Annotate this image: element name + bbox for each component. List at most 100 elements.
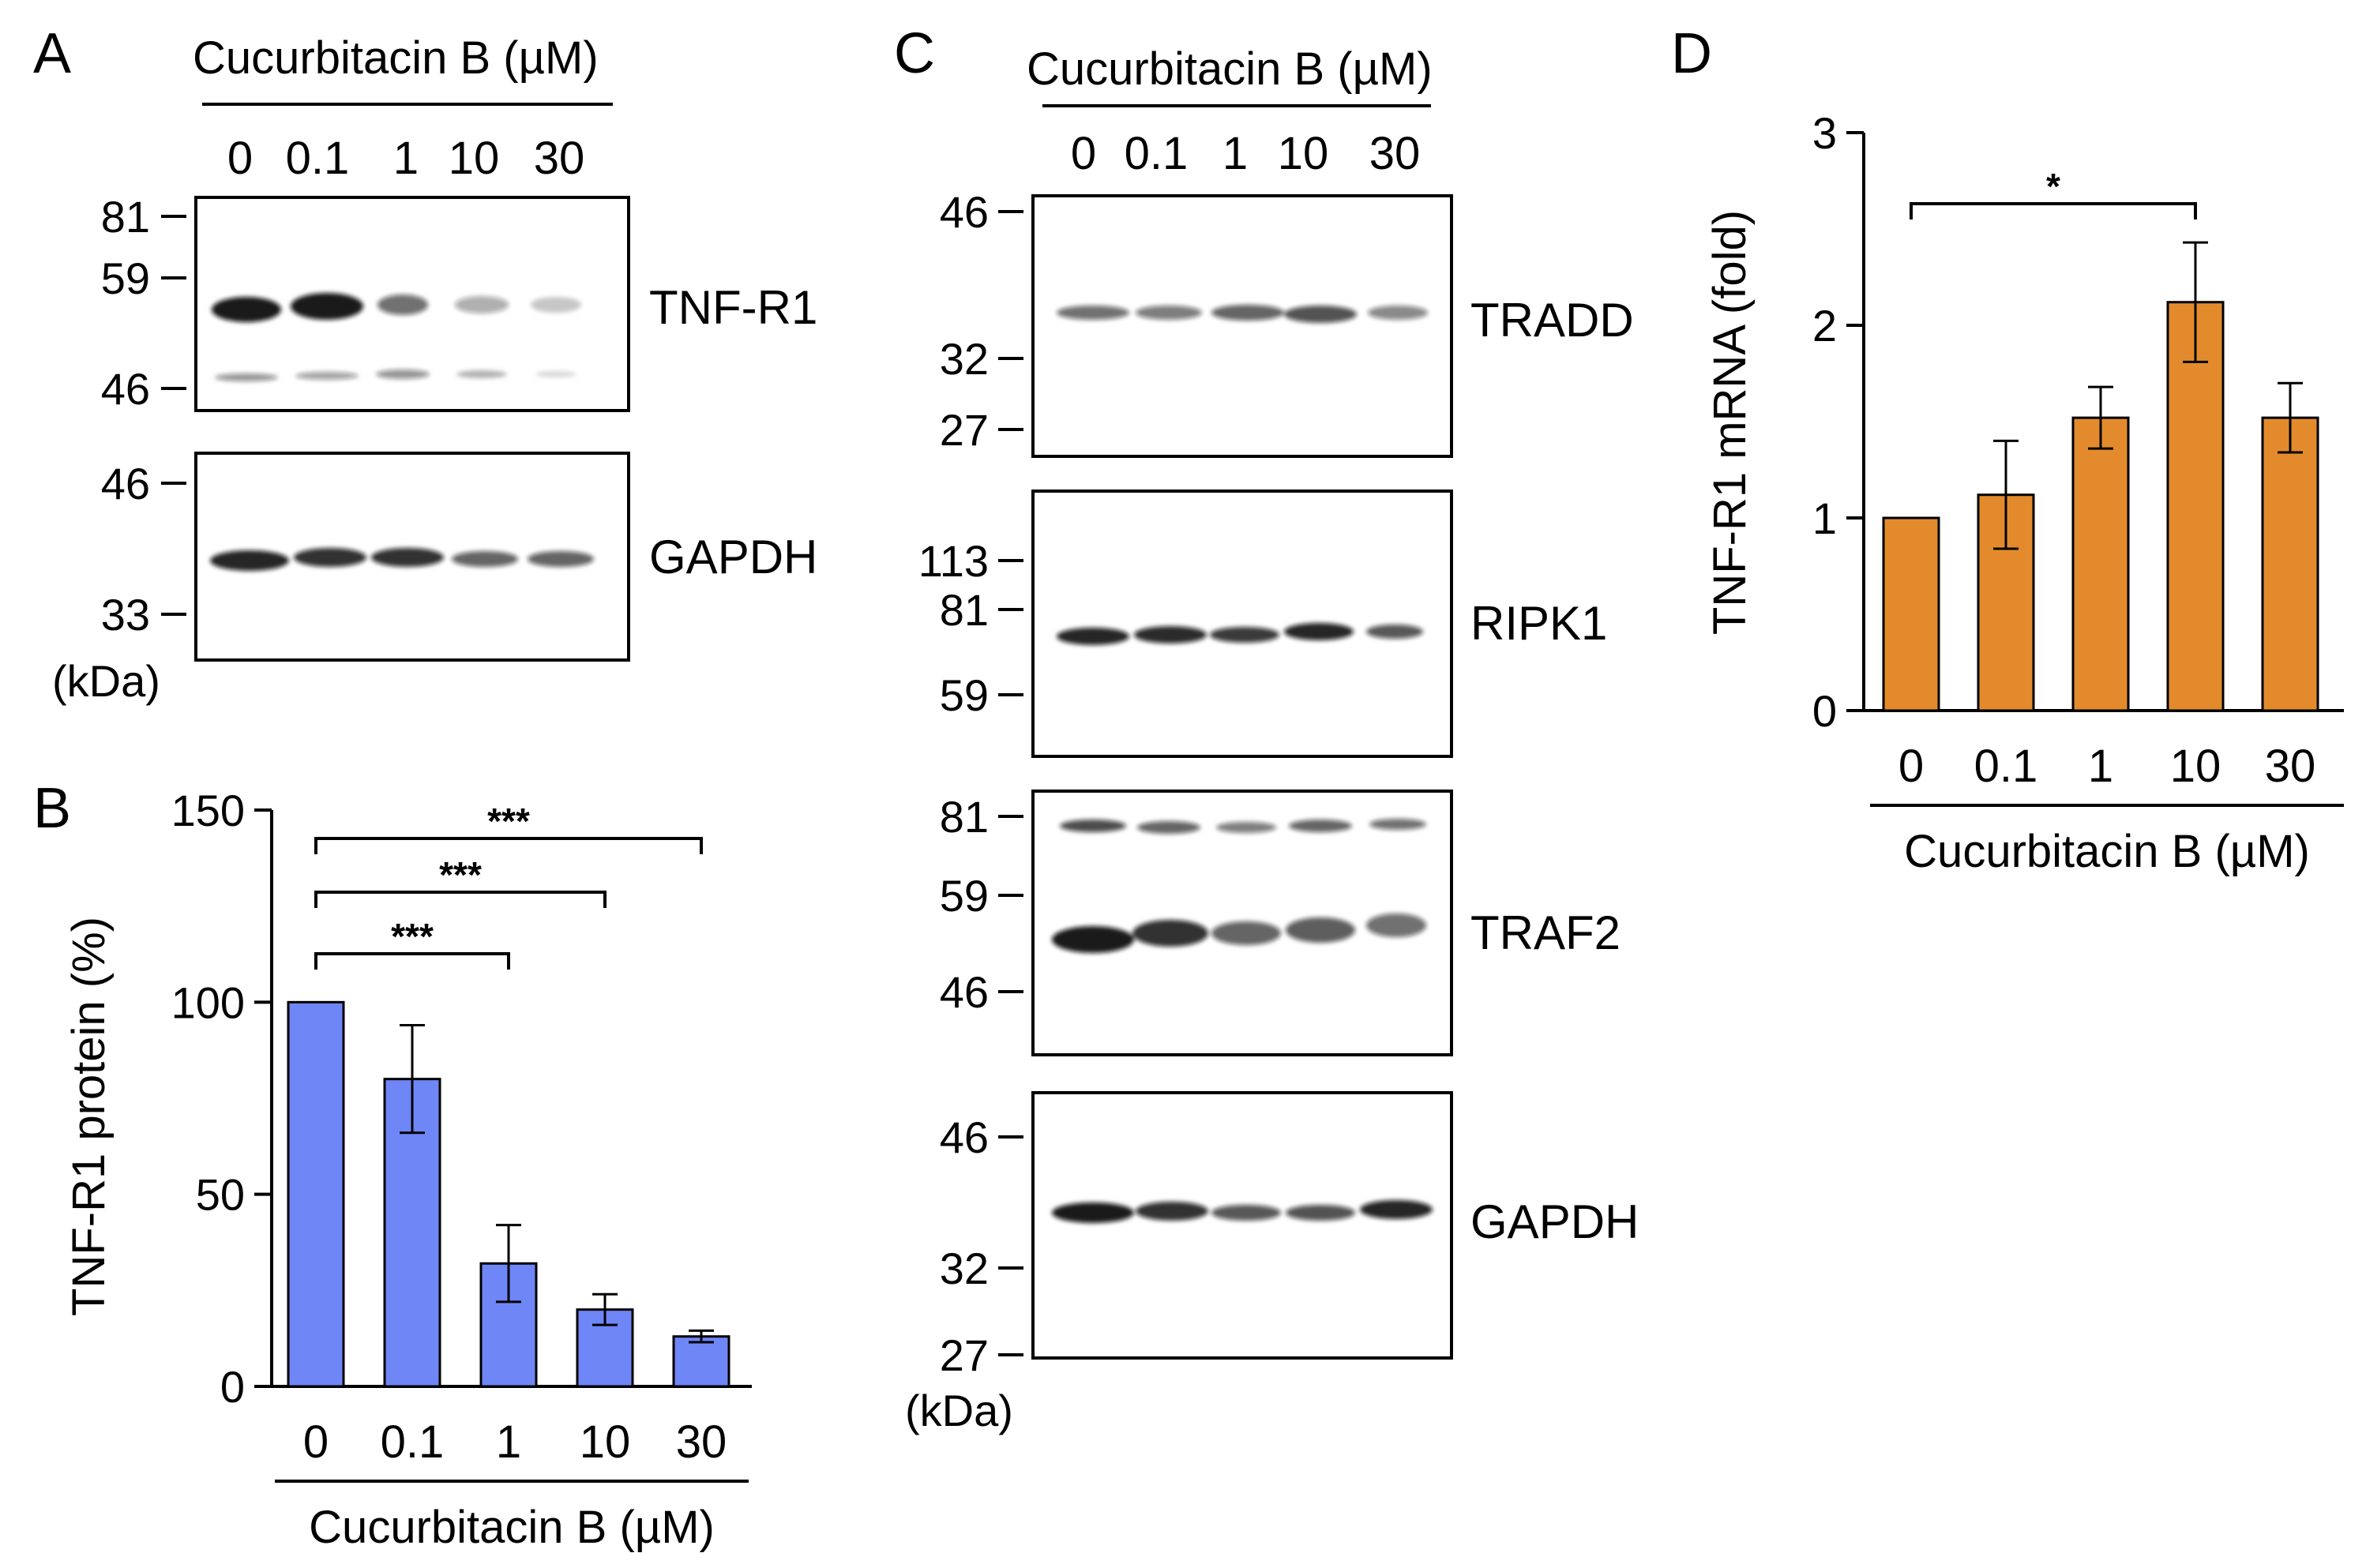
band-c-tradd-30 (1368, 306, 1428, 320)
band-c-gapdh-1 (1211, 1205, 1281, 1221)
band-c-traf2-upper-30 (1369, 819, 1426, 830)
protein-c-tradd: TRADD (1470, 294, 1634, 347)
chart-b-yticks: 0 50 100 150 (171, 786, 272, 1412)
band-a-tnfr1-lower-30 (535, 371, 576, 377)
panel-c-dose-0.1: 0.1 (1125, 128, 1189, 179)
marker-a-81: 81 (101, 192, 150, 242)
chart-b-significance: ********* (314, 801, 703, 970)
band-c-gapdh-0 (1052, 1202, 1134, 1223)
band-c-tradd-0.1 (1136, 306, 1202, 320)
band-a-tnfr1-1 (377, 294, 428, 315)
chart-d-ytick-label: 1 (1812, 493, 1837, 543)
panel-a-treatment-label: Cucurbitacin B (µM) (193, 32, 599, 84)
chart-b-ytick-label: 100 (171, 977, 245, 1027)
kda-a: (kDa) (52, 656, 160, 706)
band-c-traf2-upper-0.1 (1137, 821, 1200, 834)
marker-c-gapdh-27: 27 (940, 1330, 989, 1380)
marker-c-tradd-32: 32 (940, 334, 989, 384)
blot-c-tradd-bands (1057, 305, 1428, 323)
chart-b-bar (672, 1335, 730, 1388)
panel-d: D TNF-R1 mRNA (fold) 0 1 2 3 0 0.1 1 10 30 * Cu… (1671, 22, 2344, 877)
chart-b-bar (287, 1000, 345, 1388)
panel-a: A Cucurbitacin B (µM) 0 0.1 1 10 30 TNF-… (33, 22, 817, 706)
band-a-tnfr1-10 (455, 296, 509, 313)
band-c-traf2-lower-0 (1052, 926, 1134, 953)
protein-c-gapdh: GAPDH (1470, 1195, 1639, 1248)
marker-c-gapdh-32: 32 (940, 1244, 989, 1293)
band-c-traf2-lower-1 (1211, 921, 1281, 945)
band-c-gapdh-30 (1360, 1200, 1433, 1219)
band-a-gapdh-0.1 (294, 548, 366, 567)
marker-c-ripk1-81: 81 (940, 585, 989, 635)
chart-d-ytick-label: 3 (1812, 108, 1837, 158)
chart-b-sig-label: *** (487, 801, 530, 842)
panel-b-label: B (33, 777, 71, 840)
chart-b-bars (287, 1000, 730, 1388)
band-a-tnfr1-30 (531, 297, 581, 313)
marker-c-traf2-46: 46 (940, 967, 989, 1017)
panel-a-dose-10: 10 (449, 133, 500, 184)
chart-d-bar (2166, 301, 2225, 712)
marker-a-46b: 46 (101, 459, 150, 508)
marker-c-gapdh-46: 46 (940, 1112, 989, 1162)
protein-c-traf2: TRAF2 (1470, 906, 1621, 959)
chart-d-sig-bracket (1910, 202, 2197, 219)
band-a-tnfr1-lower-10 (456, 370, 507, 378)
chart-d-bars (1882, 241, 2319, 712)
band-a-tnfr1-0.1 (291, 293, 363, 320)
blot-c-gapdh-bands (1052, 1200, 1433, 1223)
panel-c-treatment-label: Cucurbitacin B (µM) (1027, 43, 1433, 95)
panel-d-label: D (1671, 22, 1712, 85)
chart-d-bar (2071, 416, 2130, 712)
chart-b-xtick-label: 0.1 (381, 1416, 445, 1468)
chart-b-ytick-label: 50 (196, 1170, 245, 1220)
band-a-gapdh-30 (528, 551, 594, 567)
protein-c-ripk1: RIPK1 (1470, 597, 1607, 650)
chart-b-xtick-label: 1 (496, 1416, 521, 1468)
blot-a-gapdh-bands (210, 548, 594, 571)
band-c-tradd-10 (1284, 306, 1357, 323)
panel-c-dose-30: 30 (1369, 128, 1421, 179)
panel-a-dose-0.1: 0.1 (286, 133, 350, 184)
band-a-tnfr1-0 (212, 297, 281, 322)
panel-a-label: A (33, 22, 71, 85)
marker-c-tradd-27: 27 (940, 405, 989, 455)
panel-a-dose-0: 0 (227, 133, 253, 184)
chart-b-sig-bracket (314, 837, 703, 854)
chart-b-sig-label: *** (439, 854, 482, 895)
band-c-traf2-lower-0.1 (1132, 920, 1208, 947)
band-a-tnfr1-lower-0.1 (295, 372, 359, 380)
blot-c-ripk1 (1031, 490, 1453, 758)
chart-d-bar (2261, 416, 2319, 712)
band-c-tradd-0 (1057, 306, 1129, 320)
band-c-ripk1-30 (1366, 625, 1423, 639)
band-a-tnfr1-lower-1 (376, 369, 430, 379)
panel-c-label: C (894, 22, 935, 85)
chart-d-ytick-label: 2 (1812, 301, 1837, 351)
band-a-gapdh-10 (452, 551, 518, 567)
band-c-gapdh-0.1 (1136, 1202, 1208, 1221)
chart-d-xlabel: Cucurbitacin B (µM) (1904, 826, 2310, 877)
band-c-ripk1-0 (1057, 628, 1129, 645)
marker-c-tradd-46: 46 (940, 187, 989, 237)
band-c-ripk1-0.1 (1134, 626, 1207, 643)
panel-c: C Cucurbitacin B (µM) 0 0.1 1 10 30 TRAD… (894, 22, 1639, 1435)
band-a-gapdh-1 (371, 548, 444, 567)
marker-a-59: 59 (101, 253, 150, 303)
chart-b-xlabels: 0 0.1 1 10 30 (303, 1416, 727, 1468)
panel-a-dose-30: 30 (534, 133, 585, 184)
marker-c-traf2-59: 59 (940, 871, 989, 921)
protein-a-gapdh: GAPDH (649, 531, 817, 583)
chart-d-yticks: 0 1 2 3 (1812, 108, 1864, 736)
chart-b-xlabel: Cucurbitacin B (µM) (309, 1502, 715, 1553)
chart-d-sig-label: * (2046, 166, 2060, 207)
chart-b-xtick-label: 30 (676, 1416, 727, 1468)
chart-b-sig-bracket (314, 891, 607, 908)
panel-b: B TNF-R1 protein (%) 0 50 100 150 0 0.1 1 10 30… (33, 777, 752, 1553)
marker-a-46: 46 (101, 364, 150, 414)
band-c-traf2-upper-10 (1289, 820, 1352, 832)
chart-d-xtick-label: 1 (2088, 741, 2113, 792)
chart-b-xtick-label: 10 (580, 1416, 631, 1468)
band-c-traf2-upper-1 (1216, 822, 1276, 833)
chart-b-ytick-label: 0 (220, 1362, 245, 1412)
